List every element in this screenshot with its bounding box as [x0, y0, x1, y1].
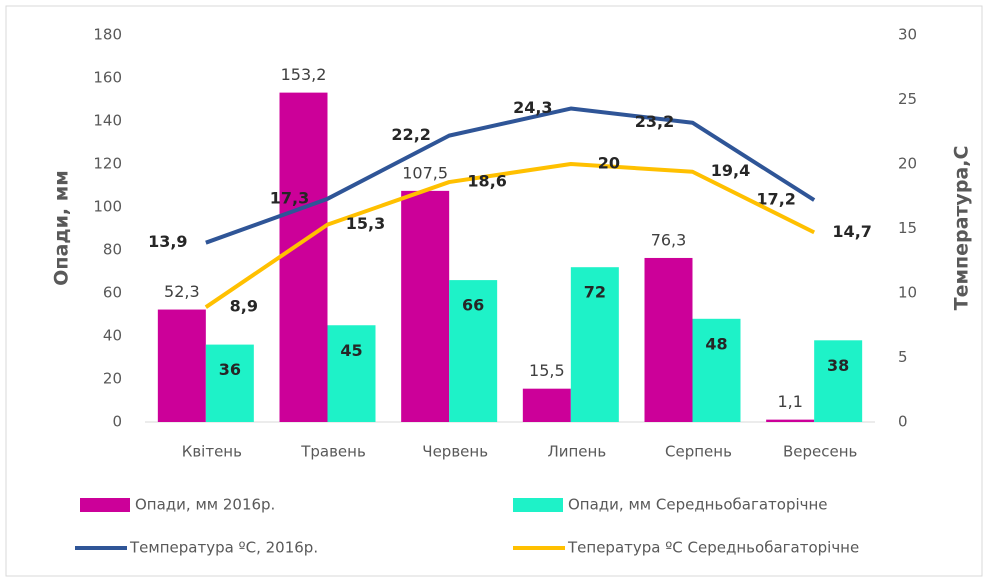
data-label: 24,3: [513, 98, 552, 117]
x-tick-label: Квітень: [182, 443, 242, 461]
bar: [522, 388, 571, 422]
y-tick-label: 0: [112, 413, 122, 431]
data-label: 36: [219, 360, 241, 379]
data-label: 20: [598, 154, 620, 173]
y2-tick-label: 30: [898, 26, 917, 44]
y-tick-label: 120: [93, 155, 122, 173]
data-label: 66: [462, 296, 484, 315]
data-label: 107,5: [402, 163, 448, 182]
y2-axis-title: Температура,С: [951, 146, 973, 311]
data-label: 13,9: [148, 232, 187, 251]
line: [204, 162, 816, 309]
y2-tick-label: 25: [898, 90, 917, 108]
data-label: 14,7: [832, 222, 871, 241]
x-tick-label: Серпень: [665, 443, 732, 461]
bar: [327, 325, 376, 422]
y-axis-title: Опади, мм: [51, 170, 73, 286]
x-tick-label: Травень: [300, 443, 366, 461]
data-label: 45: [340, 341, 362, 360]
data-label: 153,2: [281, 65, 327, 84]
bar: [449, 280, 498, 422]
bar: [401, 190, 450, 422]
y-tick-label: 160: [93, 69, 122, 87]
y2-tick-label: 0: [898, 413, 908, 431]
data-label: 17,2: [756, 190, 795, 209]
data-label: 17,3: [270, 188, 309, 207]
legend-label: Опади, мм 2016р.: [135, 496, 275, 514]
y-tick-label: 140: [93, 112, 122, 130]
y-tick-label: 60: [103, 284, 122, 302]
legend-label: Опади, мм Середньобагаторічне: [568, 496, 828, 514]
data-label: 48: [705, 334, 727, 353]
y-tick-label: 180: [93, 26, 122, 44]
bar: [279, 92, 328, 423]
bar: [644, 257, 693, 422]
legend-label: Температура ºС, 2016р.: [129, 539, 318, 557]
data-label: 19,4: [711, 161, 750, 180]
data-label: 76,3: [651, 230, 687, 249]
bar: [766, 419, 815, 422]
data-label: 15,3: [346, 214, 385, 233]
y2-tick-label: 10: [898, 284, 917, 302]
bar: [157, 309, 206, 422]
y-tick-label: 100: [93, 198, 122, 216]
y2-tick-label: 15: [898, 219, 917, 237]
bar: [814, 340, 863, 422]
x-tick-label: Червень: [422, 443, 488, 461]
data-label: 8,9: [230, 297, 258, 316]
bar: [570, 267, 619, 422]
data-label: 23,2: [635, 112, 674, 131]
data-label: 22,2: [391, 125, 430, 144]
data-label: 72: [584, 283, 606, 302]
legend-label: Тепература ºС Середньобагаторічне: [567, 539, 859, 557]
x-tick-label: Липень: [547, 443, 606, 461]
legend-swatch: [513, 498, 563, 512]
data-label: 18,6: [467, 172, 506, 191]
y-tick-label: 40: [103, 327, 122, 345]
data-label: 52,3: [164, 282, 200, 301]
y-tick-label: 20: [103, 370, 122, 388]
bar: [692, 318, 741, 422]
bar: [205, 344, 254, 422]
data-label: 15,5: [529, 361, 565, 380]
line: [205, 106, 816, 245]
data-label: 38: [827, 356, 849, 375]
data-label: 1,1: [777, 392, 802, 411]
y-tick-label: 80: [103, 241, 122, 259]
legend-swatch: [80, 498, 130, 512]
y2-tick-label: 20: [898, 155, 917, 173]
x-tick-label: Вересень: [783, 443, 857, 461]
y2-tick-label: 5: [898, 348, 908, 366]
